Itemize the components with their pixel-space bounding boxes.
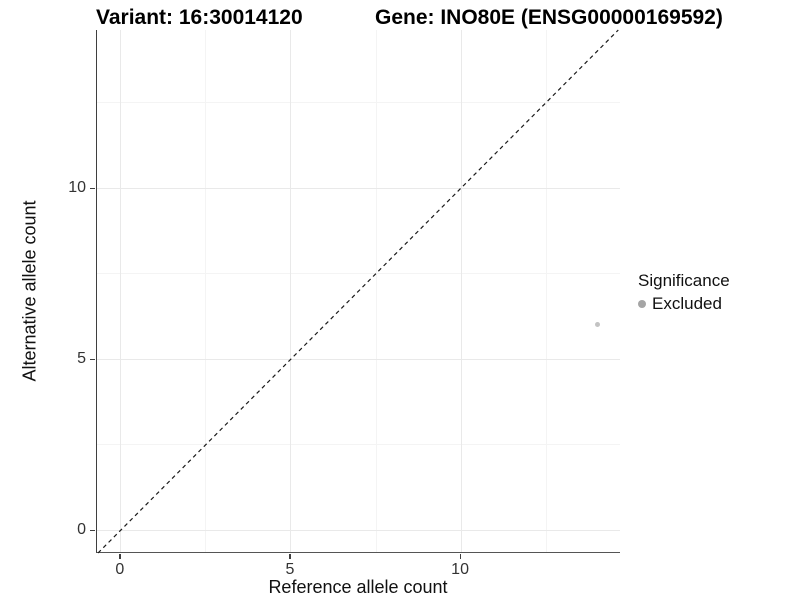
y-major-gridline <box>97 187 620 189</box>
x-major-gridline <box>460 30 462 552</box>
y-major-gridline <box>97 358 620 360</box>
x-axis-tick <box>459 554 462 559</box>
x-tick-label: 10 <box>451 561 469 578</box>
y-axis-tick <box>90 529 95 532</box>
y-tick-label: 10 <box>68 179 86 197</box>
legend-point-icon <box>638 300 646 308</box>
y-major-gridline <box>97 529 620 531</box>
x-tick-label: 5 <box>285 561 295 578</box>
y-tick-label: 5 <box>77 350 86 368</box>
identity-line <box>97 29 619 554</box>
data-point <box>594 322 600 328</box>
x-minor-gridline <box>545 30 547 552</box>
x-major-gridline <box>290 30 292 552</box>
x-major-gridline <box>120 30 122 552</box>
y-axis-tick <box>90 187 95 190</box>
plot-title-gene: Gene: INO80E (ENSG00000169592) <box>375 6 723 29</box>
x-axis-title: Reference allele count <box>268 577 448 597</box>
plot-panel <box>96 29 620 554</box>
x-tick-label: 0 <box>115 561 125 578</box>
legend-item-excluded: Excluded <box>638 294 730 314</box>
x-axis-tick <box>119 554 121 559</box>
plot-title-variant: Variant: 16:30014120 <box>96 6 303 29</box>
legend-title: Significance <box>638 271 730 290</box>
y-minor-gridline <box>97 273 620 275</box>
legend: Significance Excluded <box>638 271 730 314</box>
y-minor-gridline <box>97 444 620 446</box>
y-tick-label: 0 <box>77 521 86 539</box>
y-minor-gridline <box>97 102 620 103</box>
y-axis-title: Alternative allele count <box>19 200 40 382</box>
legend-item-label: Excluded <box>652 294 722 313</box>
x-axis-tick <box>289 554 291 559</box>
x-minor-gridline <box>375 30 377 552</box>
y-axis-tick <box>90 358 95 361</box>
x-minor-gridline <box>205 30 207 552</box>
